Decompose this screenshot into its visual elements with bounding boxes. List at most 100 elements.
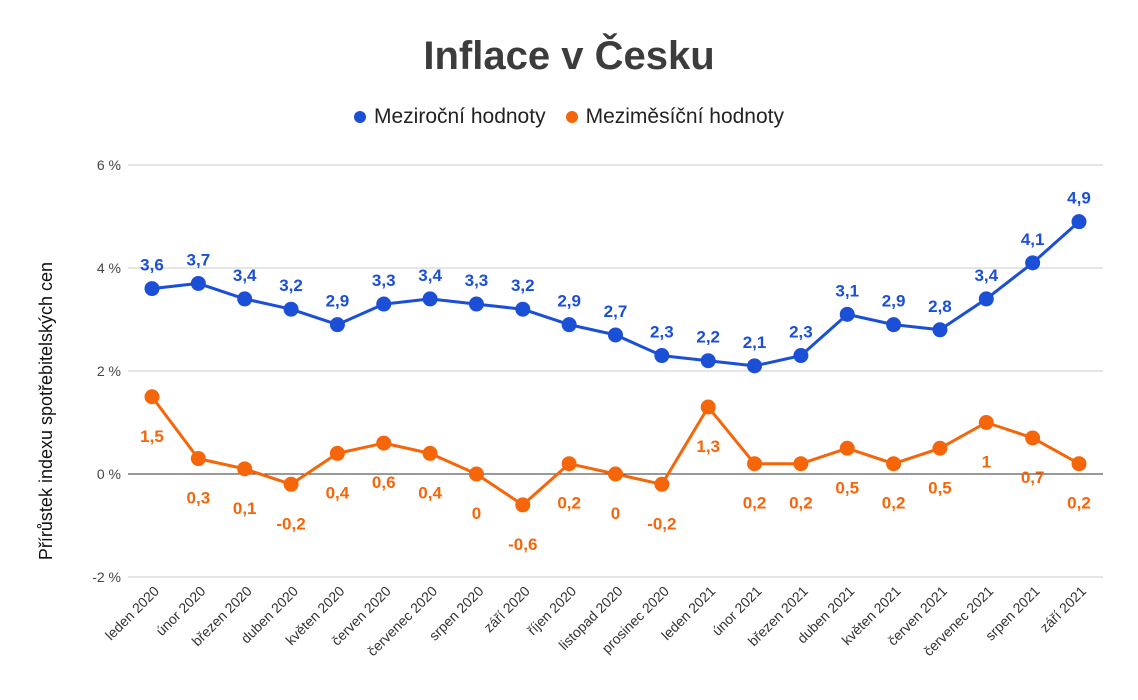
data-point-yoy	[793, 348, 809, 364]
y-axis-title: Přírůstek indexu spotřebitelských cen	[36, 262, 56, 560]
y-tick-label: -2 %	[92, 569, 121, 585]
data-label-yoy: 3,2	[279, 276, 303, 295]
data-label-yoy: 3,1	[835, 281, 859, 300]
data-point-yoy	[376, 296, 392, 312]
data-point-yoy	[608, 327, 623, 343]
data-label-mom: 0	[611, 504, 620, 523]
data-point-yoy	[283, 301, 299, 317]
data-point-yoy	[839, 306, 855, 322]
legend-label-yoy: Meziroční hodnoty	[373, 105, 546, 128]
data-label-mom: 0,2	[557, 494, 581, 513]
y-tick-label: 4 %	[97, 260, 121, 276]
data-point-mom	[654, 476, 670, 492]
data-point-mom	[190, 451, 206, 467]
data-point-yoy	[886, 317, 902, 333]
data-point-mom	[608, 466, 623, 482]
data-point-mom	[515, 497, 531, 513]
data-point-mom	[468, 466, 484, 482]
data-label-yoy: 4,9	[1067, 189, 1091, 208]
data-label-yoy: 2,7	[604, 302, 628, 321]
data-label-yoy: 2,3	[650, 323, 674, 342]
data-point-mom	[376, 435, 392, 451]
data-label-mom: -0,2	[647, 514, 676, 533]
data-point-yoy	[747, 358, 763, 374]
data-label-mom: 0,1	[233, 499, 257, 518]
data-point-yoy	[468, 296, 484, 312]
data-point-yoy	[932, 322, 948, 338]
y-tick-label: 6 %	[97, 157, 121, 173]
data-label-mom: 0,4	[418, 483, 442, 502]
data-label-mom: 0,5	[835, 478, 859, 497]
y-tick-label: 2 %	[97, 363, 121, 379]
data-label-yoy: 2,3	[789, 323, 813, 342]
data-label-mom: 0,6	[372, 473, 396, 492]
data-point-yoy	[515, 301, 531, 317]
data-label-yoy: 3,7	[187, 250, 211, 269]
data-label-yoy: 2,9	[557, 292, 581, 311]
data-label-yoy: 2,9	[326, 292, 350, 311]
data-point-mom	[747, 456, 763, 472]
data-label-mom: 0,4	[326, 483, 350, 502]
data-label-yoy: 3,4	[974, 266, 998, 285]
data-label-yoy: 3,6	[140, 256, 164, 275]
data-label-mom: 0,2	[1067, 494, 1091, 513]
data-point-mom	[283, 476, 299, 492]
data-point-yoy	[190, 275, 206, 291]
legend-marker-mom	[565, 111, 578, 123]
data-label-yoy: 3,4	[233, 266, 257, 285]
chart-title: Inflace v Česku	[423, 34, 715, 78]
data-point-yoy	[422, 291, 438, 307]
data-point-yoy	[144, 281, 160, 297]
data-label-yoy: 3,3	[465, 271, 489, 290]
x-tick-label: září 2021	[1037, 583, 1090, 636]
data-point-yoy	[561, 317, 577, 333]
legend-item-yoy[interactable]: Meziroční hodnoty	[353, 105, 546, 129]
data-label-mom: 0,3	[187, 489, 211, 508]
data-point-mom	[561, 456, 577, 472]
data-label-mom: 1	[982, 453, 991, 472]
data-point-yoy	[329, 317, 345, 333]
data-point-mom	[886, 456, 902, 472]
data-point-yoy	[700, 353, 716, 369]
data-point-mom	[932, 440, 948, 456]
data-label-mom: 0,7	[1021, 468, 1045, 487]
data-label-mom: 0,2	[882, 494, 906, 513]
legend-item-mom[interactable]: Meziměsíční hodnoty	[565, 105, 785, 129]
data-point-mom	[237, 461, 253, 477]
data-label-yoy: 4,1	[1021, 230, 1045, 249]
data-point-mom	[422, 445, 438, 461]
data-label-yoy: 3,4	[418, 266, 442, 285]
data-label-yoy: 2,2	[696, 328, 720, 347]
data-point-yoy	[1025, 255, 1041, 271]
data-label-yoy: 2,8	[928, 297, 952, 316]
x-tick-label: leden 2020	[102, 583, 162, 643]
data-label-yoy: 3,3	[372, 271, 396, 290]
data-point-mom	[839, 440, 855, 456]
data-label-mom: 0,5	[928, 478, 952, 497]
data-label-mom: 0,2	[743, 494, 767, 513]
data-label-mom: -0,6	[508, 535, 537, 554]
data-point-yoy	[978, 291, 994, 307]
data-label-mom: -0,2	[276, 514, 305, 533]
legend-marker-yoy	[353, 111, 366, 123]
data-point-mom	[144, 389, 160, 405]
data-label-mom: 1,3	[696, 437, 720, 456]
data-label-yoy: 3,2	[511, 276, 535, 295]
data-label-yoy: 2,1	[743, 333, 767, 352]
data-point-yoy	[1071, 214, 1087, 230]
data-point-yoy	[654, 348, 670, 364]
data-label-mom: 0,2	[789, 494, 813, 513]
y-tick-label: 0 %	[97, 466, 121, 482]
legend-label-mom: Meziměsíční hodnoty	[585, 105, 785, 128]
data-label-mom: 0	[472, 504, 481, 523]
data-label-yoy: 2,9	[882, 292, 906, 311]
data-point-mom	[793, 456, 809, 472]
data-point-mom	[1025, 430, 1041, 446]
data-point-mom	[700, 399, 716, 415]
data-point-mom	[978, 415, 994, 430]
data-point-mom	[329, 445, 345, 461]
data-label-mom: 1,5	[140, 427, 164, 446]
data-point-yoy	[237, 291, 253, 307]
data-point-mom	[1071, 456, 1087, 472]
